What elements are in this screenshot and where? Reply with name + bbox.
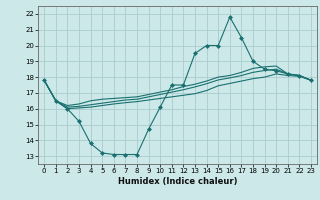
X-axis label: Humidex (Indice chaleur): Humidex (Indice chaleur) [118,177,237,186]
